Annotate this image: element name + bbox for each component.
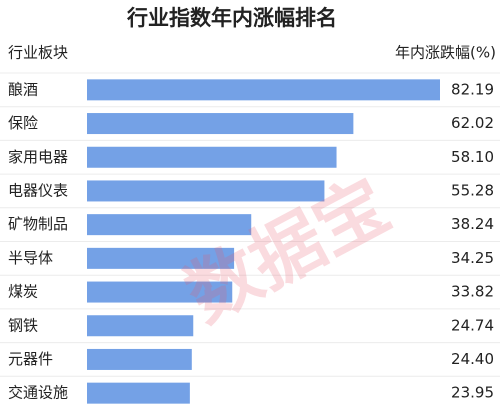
chart-title: 行业指数年内涨幅排名 bbox=[126, 6, 337, 30]
value-label: 62.02 bbox=[451, 114, 494, 132]
category-label: 保险 bbox=[8, 114, 38, 132]
value-label: 33.82 bbox=[451, 283, 494, 301]
category-header: 行业板块 bbox=[8, 44, 68, 62]
bar bbox=[87, 247, 235, 269]
category-label: 元器件 bbox=[8, 350, 53, 368]
category-label: 家用电器 bbox=[8, 148, 68, 166]
value-label: 34.25 bbox=[451, 249, 494, 267]
value-label: 38.24 bbox=[451, 215, 494, 233]
bar bbox=[87, 348, 192, 370]
value-label: 23.95 bbox=[451, 384, 494, 402]
bar bbox=[87, 113, 354, 135]
value-label: 24.74 bbox=[451, 316, 494, 334]
category-label: 钢铁 bbox=[8, 316, 38, 334]
category-label: 矿物制品 bbox=[8, 215, 68, 233]
category-label: 交通设施 bbox=[8, 384, 68, 402]
category-label: 酿酒 bbox=[8, 80, 38, 98]
category-label: 半导体 bbox=[8, 249, 53, 267]
bar bbox=[87, 315, 194, 337]
bar bbox=[87, 180, 325, 202]
category-label: 煤炭 bbox=[8, 283, 38, 301]
value-label: 55.28 bbox=[451, 181, 494, 199]
value-header: 年内涨跌幅(%) bbox=[395, 44, 496, 62]
bar bbox=[87, 382, 190, 404]
bar bbox=[87, 146, 337, 168]
value-label: 58.10 bbox=[451, 148, 494, 166]
value-label: 82.19 bbox=[451, 80, 494, 98]
bar bbox=[87, 214, 252, 236]
bar bbox=[87, 79, 440, 101]
value-label: 24.40 bbox=[451, 350, 494, 368]
bar bbox=[87, 281, 233, 303]
category-label: 电器仪表 bbox=[8, 181, 68, 199]
rows: 酿酒 82.19 保险 62.02 家用电器 58.10 电器仪表 55.28 矿物制品 38.2… bbox=[0, 72, 500, 404]
